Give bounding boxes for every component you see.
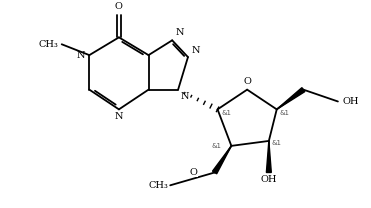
Text: O: O (243, 77, 251, 86)
Polygon shape (277, 88, 305, 109)
Text: CH₃: CH₃ (39, 40, 59, 49)
Text: OH: OH (260, 176, 277, 184)
Text: N: N (181, 92, 190, 101)
Polygon shape (266, 141, 271, 172)
Text: &1: &1 (211, 143, 221, 149)
Polygon shape (213, 146, 232, 174)
Text: N: N (192, 46, 200, 55)
Text: &1: &1 (280, 110, 290, 116)
Text: O: O (115, 2, 123, 11)
Text: &1: &1 (221, 110, 232, 116)
Text: N: N (175, 28, 184, 37)
Text: N: N (115, 112, 123, 121)
Text: &1: &1 (272, 140, 282, 146)
Text: CH₃: CH₃ (148, 181, 168, 190)
Text: OH: OH (343, 97, 359, 106)
Text: N: N (77, 51, 85, 60)
Text: O: O (190, 168, 198, 177)
